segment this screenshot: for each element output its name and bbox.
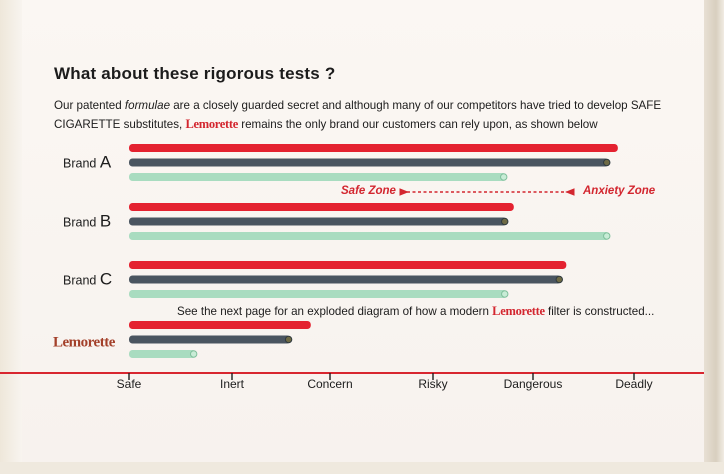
intro-paragraph: Our patented formulae are a closely guar… <box>54 96 674 134</box>
group-label-brand-b: Brand B <box>63 212 111 231</box>
page-bottom-edge <box>0 462 724 474</box>
page-title: What about these rigorous tests ? <box>54 64 336 83</box>
safe-zone-label: Safe Zone <box>341 185 396 197</box>
intro-text-3: remains the only brand our customers can… <box>238 118 598 131</box>
bar-tip-4-slate <box>284 335 293 344</box>
page-edge <box>0 0 22 474</box>
x-tick-label-inert: Inert <box>220 377 245 391</box>
bar-tip-3-slate <box>555 275 563 284</box>
bar-3-slate <box>129 275 562 284</box>
intro-brand-logo: Lemorette <box>185 117 239 131</box>
bar-1-slate <box>129 158 609 167</box>
footnote-brand-logo: Lemorette <box>492 304 545 318</box>
group-label-prefix: Brand <box>63 216 100 230</box>
footnote: See the next page for an exploded diagra… <box>177 304 654 319</box>
bar-tip-1-slate <box>603 158 611 167</box>
x-axis-line <box>0 372 704 374</box>
footnote-text-1: See the next page for an exploded diagra… <box>177 305 493 318</box>
bar-3-mint <box>129 290 507 298</box>
group-label-brand-a: Brand A <box>63 153 112 172</box>
group-label-letter: C <box>100 270 112 289</box>
intro-formulae: formulae <box>124 99 171 112</box>
group-label-letter: B <box>100 212 111 231</box>
bar-tip-2-slate <box>501 217 509 226</box>
x-tick-label-safe: Safe <box>117 377 142 391</box>
group-label-letter: A <box>100 153 112 172</box>
intro-text-2: are a closely guarded secret and althoug… <box>54 99 662 131</box>
anxiety-zone-label: Anxiety Zone <box>583 185 656 197</box>
bar-1-mint <box>129 173 506 181</box>
x-tick-label-risky: Risky <box>418 377 447 391</box>
group-label-brand-c: Brand C <box>63 270 112 289</box>
bar-4-slate <box>129 335 291 344</box>
bar-2-slate <box>129 217 507 226</box>
bar-4-red <box>129 321 311 329</box>
bar-3-red <box>129 261 567 269</box>
x-tick-label-dangerous: Dangerous <box>504 377 563 391</box>
bar-2-mint <box>129 232 609 240</box>
bar-1-red <box>129 144 618 152</box>
intro-text-1: Our patented <box>54 99 125 112</box>
x-tick-label-concern: Concern <box>307 377 352 391</box>
group-label-lemorette-logo: Lemorette <box>53 335 116 351</box>
bar-tip-3-mint <box>501 290 509 298</box>
bar-4-mint <box>129 350 196 358</box>
bar-2-red <box>129 203 514 211</box>
chart-bars <box>129 144 618 358</box>
bar-tip-1-mint <box>500 173 508 181</box>
group-label-prefix: Brand <box>63 157 100 171</box>
x-axis-ticks: Safe Inert Concern Risky Dangerous Deadly <box>117 373 653 391</box>
x-tick-label-deadly: Deadly <box>615 377 652 391</box>
book-gutter <box>704 0 724 474</box>
bar-tip-4-mint <box>189 350 198 358</box>
footnote-text-2: filter is constructed... <box>544 305 655 318</box>
bar-tip-2-mint <box>603 232 611 240</box>
group-label-prefix: Brand <box>63 274 100 288</box>
